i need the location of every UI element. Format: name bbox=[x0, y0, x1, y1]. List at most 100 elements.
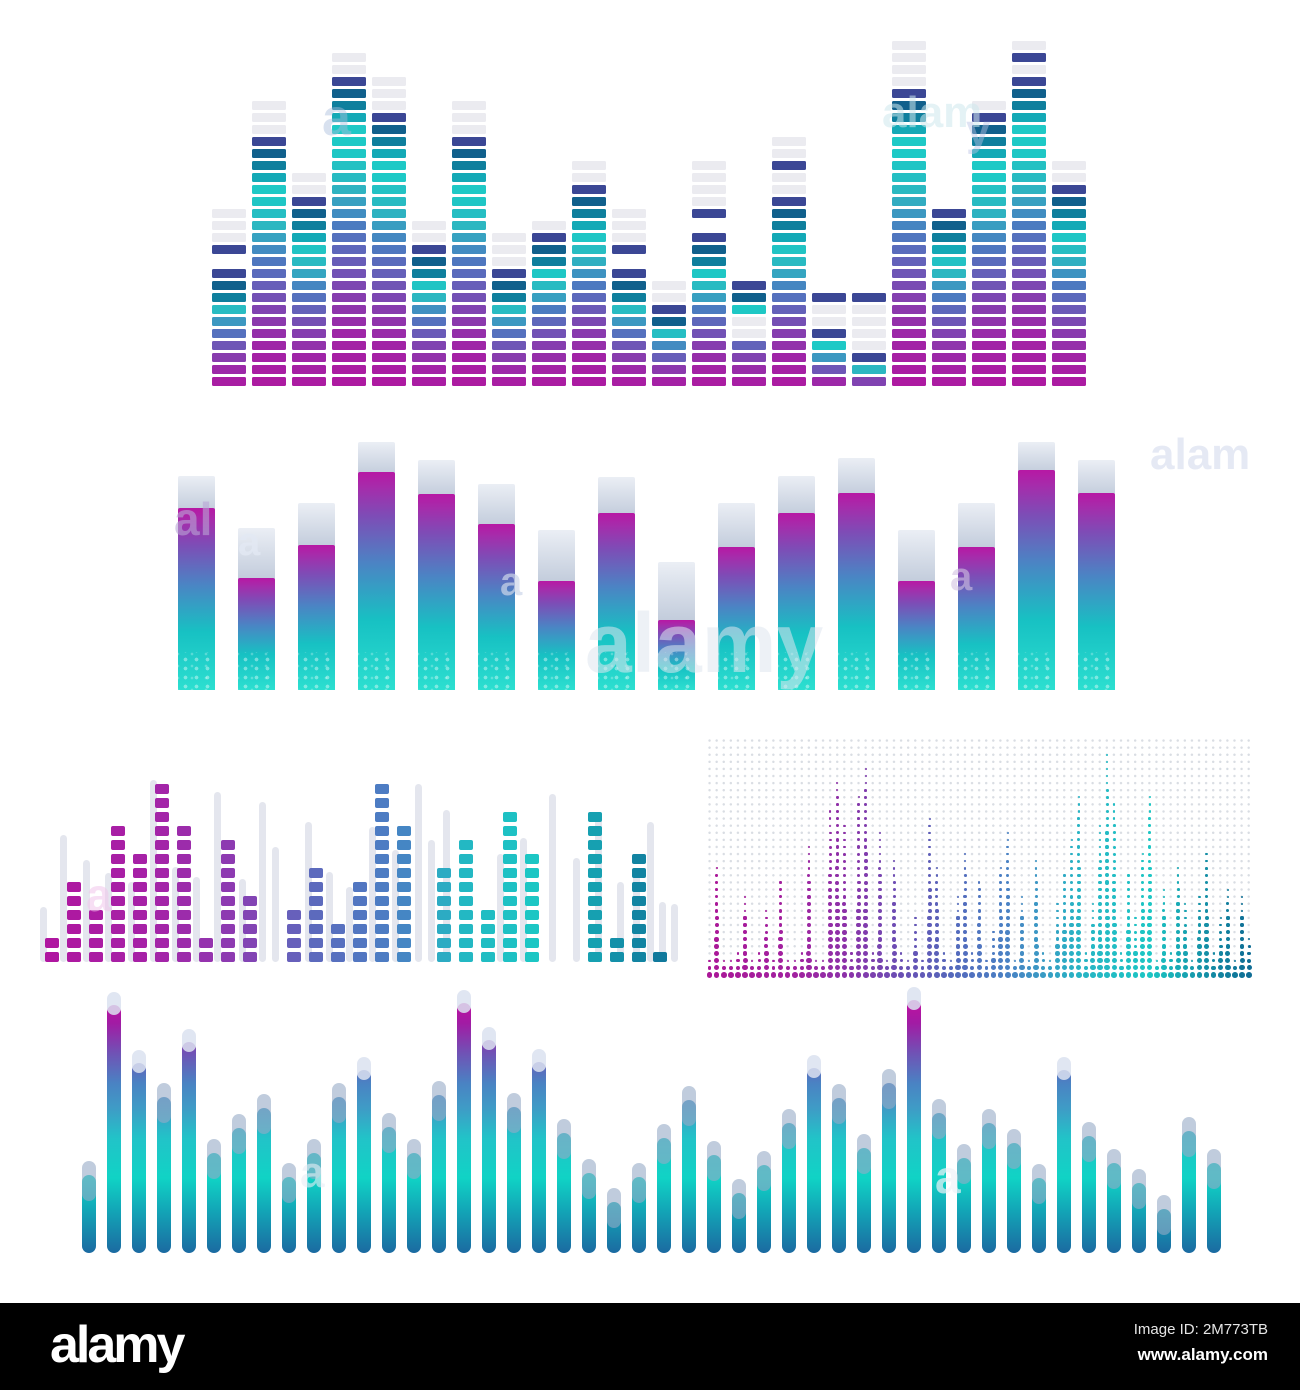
halftone-dot bbox=[1219, 937, 1223, 942]
halftone-dot bbox=[969, 972, 976, 978]
halftone-dot bbox=[1232, 972, 1238, 978]
halftone-dot bbox=[976, 951, 982, 956]
halftone-dot bbox=[771, 965, 776, 970]
watermark-text: alam bbox=[1150, 430, 1251, 479]
eq-segment bbox=[892, 377, 926, 386]
halftone-dot bbox=[1062, 930, 1067, 935]
ghost-segment bbox=[1052, 173, 1086, 182]
halftone-dot bbox=[1203, 958, 1210, 964]
thin-bar-cap bbox=[107, 992, 121, 1015]
eq-segment bbox=[292, 317, 326, 326]
halftone-dot bbox=[870, 965, 876, 970]
thin-bar-cap bbox=[1182, 1117, 1196, 1157]
halftone-dot bbox=[877, 922, 883, 928]
halftone-dot bbox=[1062, 951, 1067, 956]
halftone-dot bbox=[934, 965, 940, 971]
gradient-bar bbox=[478, 524, 515, 690]
halftone-dot bbox=[778, 944, 783, 949]
halftone-dot bbox=[1190, 965, 1195, 970]
eq-segment bbox=[932, 257, 966, 266]
halftone-dot bbox=[1019, 965, 1025, 971]
halftone-dot bbox=[892, 895, 896, 899]
eq-square bbox=[375, 952, 389, 962]
bar-cap bbox=[538, 530, 575, 587]
halftone-dot bbox=[1105, 802, 1109, 806]
eq-square bbox=[437, 910, 451, 920]
eq-segment bbox=[372, 305, 406, 314]
eq-square bbox=[459, 910, 473, 920]
eq-square bbox=[610, 938, 624, 948]
halftone-dot bbox=[1104, 943, 1110, 950]
thin-bar-cap bbox=[807, 1055, 821, 1078]
eq-segment bbox=[892, 293, 926, 302]
eq-segment bbox=[692, 377, 726, 386]
eq-segment bbox=[692, 329, 726, 338]
eq-segment bbox=[412, 341, 446, 350]
halftone-dot bbox=[935, 874, 938, 877]
eq-segment bbox=[572, 317, 606, 326]
eq-segment bbox=[612, 377, 646, 386]
halftone-dot bbox=[1126, 895, 1130, 899]
eq-segment bbox=[972, 341, 1006, 350]
halftone-dot bbox=[806, 958, 812, 964]
halftone-dot bbox=[778, 923, 783, 928]
halftone-dot bbox=[1148, 824, 1152, 828]
eq-segment bbox=[452, 365, 486, 374]
eq-segment bbox=[1012, 149, 1046, 158]
eq-segment bbox=[332, 173, 366, 182]
halftone-dot bbox=[963, 895, 967, 899]
halftone-dot bbox=[1077, 817, 1081, 820]
eq-segment bbox=[372, 185, 406, 194]
halftone-dot bbox=[1197, 923, 1202, 927]
halftone-dot bbox=[856, 859, 861, 863]
eq-segment bbox=[692, 341, 726, 350]
eq-segment bbox=[1012, 353, 1046, 362]
halftone-dot bbox=[765, 909, 768, 913]
halftone-dot bbox=[941, 965, 947, 970]
halftone-dot bbox=[863, 950, 869, 957]
halftone-dot bbox=[1247, 945, 1251, 948]
halftone-dot bbox=[1141, 888, 1145, 892]
halftone-dot bbox=[999, 881, 1002, 884]
thin-bar bbox=[507, 1107, 521, 1253]
eq-segment bbox=[332, 353, 366, 362]
eq-segment bbox=[1052, 293, 1086, 302]
eq-square bbox=[459, 840, 473, 850]
halftone-dot bbox=[928, 838, 931, 842]
eq-segment bbox=[532, 365, 566, 374]
eq-segment bbox=[1052, 353, 1086, 362]
halftone-dot bbox=[828, 901, 833, 906]
eq-segment bbox=[532, 281, 566, 290]
halftone-dot bbox=[1097, 915, 1103, 921]
halftone-dot bbox=[843, 845, 846, 849]
halftone-dot bbox=[772, 959, 775, 962]
eq-square bbox=[287, 938, 301, 948]
halftone-dot bbox=[1196, 958, 1202, 964]
eq-segment bbox=[932, 329, 966, 338]
halftone-dot bbox=[1140, 923, 1145, 928]
halftone-dot bbox=[855, 972, 862, 978]
halftone-dot bbox=[1048, 965, 1053, 970]
halftone-dot bbox=[1091, 923, 1095, 927]
halftone-dot bbox=[843, 831, 846, 835]
halftone-dot bbox=[1134, 916, 1137, 920]
halftone-dot bbox=[1075, 972, 1082, 978]
eq-segment bbox=[252, 185, 286, 194]
ghost-capsule bbox=[326, 872, 333, 962]
eq-segment bbox=[452, 305, 486, 314]
halftone-dot bbox=[770, 972, 777, 978]
eq-segment bbox=[372, 197, 406, 206]
halftone-dot bbox=[778, 937, 783, 942]
halftone-dot bbox=[1147, 880, 1152, 885]
halftone-dot bbox=[1226, 895, 1230, 898]
halftone-dot bbox=[1176, 895, 1180, 899]
halftone-dot bbox=[1218, 958, 1224, 964]
halftone-dot bbox=[1061, 972, 1068, 978]
thin-bar bbox=[907, 1000, 921, 1253]
halftone-dot bbox=[962, 951, 968, 957]
halftone-dot bbox=[1126, 944, 1131, 949]
thin-bar bbox=[982, 1123, 996, 1253]
halftone-dot bbox=[822, 959, 825, 962]
footer-info: Image ID: 2M773TB www.alamy.com bbox=[1134, 1321, 1268, 1365]
halftone-dot bbox=[864, 767, 867, 771]
